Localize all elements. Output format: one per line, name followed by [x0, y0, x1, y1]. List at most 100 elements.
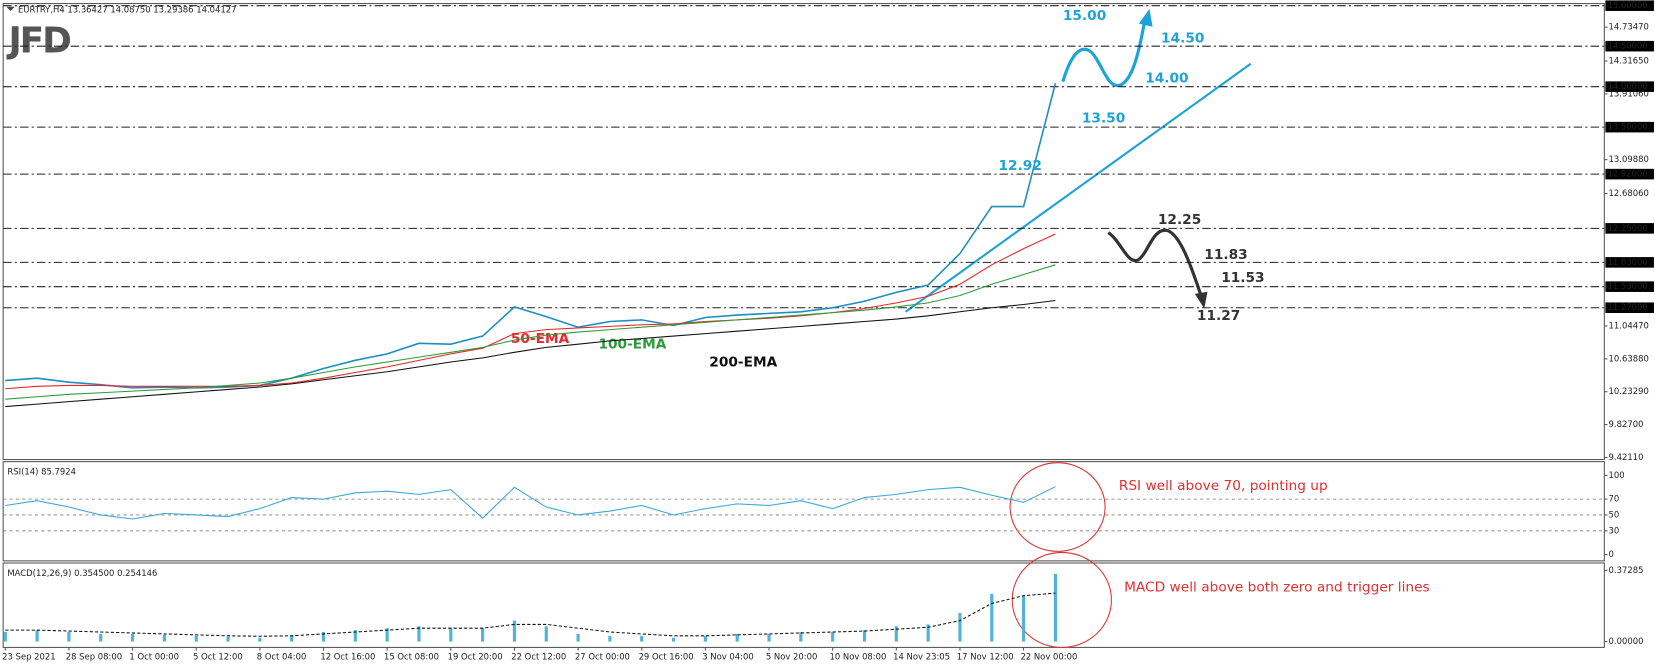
y-tick-label: 10.23290 — [1609, 386, 1649, 396]
macd-bar — [130, 633, 135, 642]
macd-bar — [226, 636, 230, 642]
level-annotation: 13.50 — [1082, 111, 1125, 127]
macd-bar — [767, 633, 771, 642]
macd-panel — [2, 562, 1605, 648]
y-tick-label: 50 — [1609, 509, 1620, 519]
macd-bar — [35, 630, 39, 642]
main-panel — [2, 3, 1605, 461]
x-tick-label: 1 Oct 00:00 — [129, 651, 179, 661]
x-tick-label: 23 Sep 2021 — [2, 651, 55, 661]
level-annotation: 15.00 — [1063, 8, 1106, 24]
price-line — [5, 83, 1057, 389]
level-annotation: 12.25 — [1158, 212, 1201, 228]
rsi-panel — [2, 461, 1605, 562]
level-label-box — [1605, 223, 1654, 234]
level-label: 15.00000 — [1608, 0, 1648, 10]
macd-bar — [862, 630, 867, 642]
y-tick-label: 10.63880 — [1609, 353, 1649, 363]
y-tick-label: 100 — [1609, 470, 1625, 480]
symbol-info: EURTRY,H4 13.36427 14.08750 13.29386 14.… — [18, 4, 237, 14]
macd-title: MACD(12,26,9) 0.354500 0.254146 — [7, 568, 157, 578]
bear-projection — [1107, 228, 1203, 297]
x-tick-label: 3 Nov 04:00 — [702, 651, 754, 661]
macd-bar — [1053, 573, 1058, 642]
macd-bar — [640, 635, 644, 642]
macd-bar — [417, 626, 421, 642]
level-label-box — [1605, 81, 1654, 92]
x-tick-label: 14 Nov 23:05 — [893, 651, 950, 661]
macd-bar — [162, 634, 166, 642]
y-tick-label: 13.09880 — [1609, 154, 1649, 164]
x-tick-label: 10 Nov 08:00 — [830, 651, 887, 661]
x-tick-label: 8 Oct 04:00 — [257, 651, 307, 661]
macd-bar — [449, 628, 453, 642]
level-label-box — [1605, 302, 1654, 314]
trend-line — [904, 62, 1252, 313]
y-tick-label: 0.00000 — [1609, 636, 1644, 646]
level-label-box — [1605, 281, 1654, 292]
x-tick-label: 15 Oct 08:00 — [384, 651, 439, 661]
macd-bar — [1022, 595, 1026, 642]
y-tick-label: 13.91060 — [1609, 88, 1649, 98]
macd-highlight — [1011, 551, 1112, 648]
macd-bar — [703, 635, 707, 642]
macd-bar — [258, 637, 262, 642]
macd-bar — [512, 620, 517, 642]
ema-label: 50-EMA — [511, 331, 570, 347]
macd-bar — [3, 632, 7, 642]
rsi-title: RSI(14) 85.7924 — [7, 467, 76, 477]
rsi-highlight — [1009, 462, 1106, 552]
bear-arrowhead — [1194, 291, 1208, 309]
macd-bar — [194, 635, 198, 642]
y-tick-label: 9.42110 — [1609, 452, 1644, 462]
level-annotation: 11.83 — [1204, 247, 1247, 263]
level-label: 12.92000 — [1608, 169, 1648, 179]
macd-bar — [321, 632, 326, 642]
macd-bar — [290, 635, 294, 642]
x-tick-label: 22 Nov 00:00 — [1020, 651, 1077, 661]
y-tick-label: 14.31650 — [1609, 56, 1649, 66]
x-tick-label: 28 Sep 08:00 — [66, 651, 122, 661]
macd-bar — [481, 628, 485, 642]
y-tick-label: 0 — [1609, 549, 1614, 559]
level-label-box — [1605, 40, 1654, 52]
ema-label: 200-EMA — [709, 354, 777, 370]
x-tick-label: 22 Oct 12:00 — [511, 651, 566, 661]
macd-bar — [799, 632, 803, 642]
x-tick-label: 12 Oct 16:00 — [320, 651, 375, 661]
y-tick-label: 70 — [1609, 494, 1620, 504]
y-tick-label: 11.04470 — [1609, 320, 1649, 330]
indicator-note: RSI well above 70, pointing up — [1119, 478, 1328, 494]
macd-bar — [671, 637, 676, 642]
macd-bar — [353, 630, 357, 642]
level-label: 14.00000 — [1608, 81, 1648, 91]
y-tick-label: 0.37285 — [1609, 565, 1644, 575]
y-tick-label: 30 — [1609, 525, 1620, 535]
indicator-line — [5, 486, 1056, 520]
macd-bar — [99, 633, 103, 642]
macd-bar — [926, 624, 930, 642]
level-label: 12.25000 — [1608, 223, 1648, 233]
macd-bar — [544, 626, 548, 642]
level-annotation: 11.53 — [1221, 270, 1264, 286]
macd-bar — [990, 593, 994, 642]
indicator-line — [5, 299, 1056, 408]
x-tick-label: 19 Oct 20:00 — [448, 651, 503, 661]
x-tick-label: 27 Oct 00:00 — [575, 651, 630, 661]
x-tick-label: 5 Nov 20:00 — [766, 651, 818, 661]
level-label: 11.27000 — [1608, 302, 1648, 312]
level-label: 13.50000 — [1608, 122, 1648, 132]
macd-bar — [894, 626, 898, 642]
level-annotation: 14.50 — [1161, 30, 1204, 46]
symbol-marker — [6, 6, 15, 11]
macd-bar — [608, 635, 612, 642]
level-label-box — [1605, 0, 1654, 11]
level-label-box — [1605, 168, 1654, 180]
macd-bar — [958, 612, 962, 642]
indicator-note: MACD well above both zero and trigger li… — [1124, 579, 1430, 595]
level-label: 11.53000 — [1608, 281, 1648, 291]
y-tick-label: 9.82700 — [1609, 419, 1644, 429]
y-tick-label: 12.68060 — [1609, 188, 1649, 198]
macd-bar — [576, 633, 580, 642]
